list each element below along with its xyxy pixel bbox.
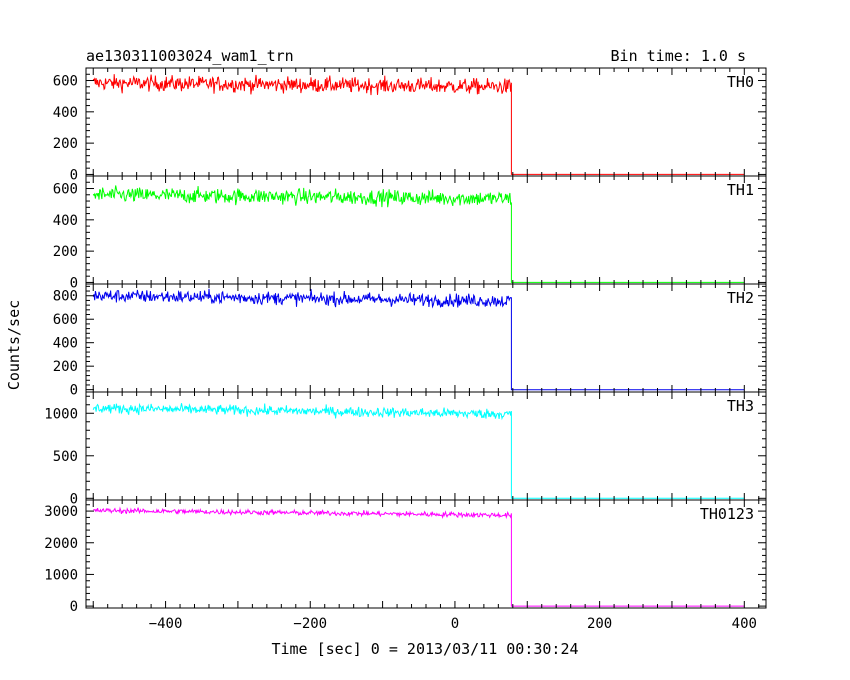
y-tick-label: 200 [53, 359, 78, 375]
panel-frame [85, 283, 767, 393]
x-tick-label: 200 [587, 616, 612, 632]
series-line-th0123 [93, 506, 745, 607]
y-tick-label: 1000 [44, 567, 78, 583]
y-tick-label: 2000 [44, 536, 78, 552]
series-name-label: TH3 [727, 397, 754, 415]
panel-th0123: 0 1000 2000 3000 TH0123 [44, 499, 767, 615]
x-tick-label: −200 [293, 616, 327, 632]
panel-frame [85, 175, 767, 285]
series-line-th3 [92, 402, 745, 499]
y-tick-label: 500 [53, 449, 78, 465]
panel-th2: 0 200 400 600 800 TH2 [53, 283, 767, 399]
panel-th0: 0 200 400 600 TH0 [53, 67, 767, 183]
y-tick-label: 400 [53, 105, 78, 121]
y-tick-label: 200 [53, 136, 78, 152]
y-tick-label: 1000 [44, 406, 78, 422]
panel-th3: 0 500 1000 TH3 [44, 391, 767, 507]
panel-frame [85, 499, 767, 609]
panels-group: 0 200 400 600 TH0 0 200 400 600 TH1 0 200 400 600 800 T… [44, 67, 767, 632]
y-tick-label: 800 [53, 289, 78, 305]
series-name-label: TH2 [727, 289, 754, 307]
bin-time-label: Bin time: 1.0 s [611, 47, 746, 65]
series-line-th1 [92, 185, 745, 283]
y-tick-label: 0 [70, 599, 78, 615]
chart-title: ae130311003024_wam1_trn [86, 47, 294, 65]
series-name-label: TH0 [727, 73, 754, 91]
x-tick-label: 400 [732, 616, 757, 632]
y-tick-label: 600 [53, 74, 78, 90]
y-tick-label: 0 [70, 167, 78, 183]
y-tick-label: 400 [53, 336, 78, 352]
panel-th1: 0 200 400 600 TH1 [53, 175, 767, 291]
y-tick-label: 0 [70, 275, 78, 291]
y-tick-label: 0 [70, 491, 78, 507]
y-tick-label: 200 [53, 244, 78, 260]
x-tick-label: −400 [149, 616, 183, 632]
y-axis-label: Counts/sec [5, 300, 23, 390]
x-tick-label: 0 [451, 616, 459, 632]
series-name-label: TH0123 [700, 505, 754, 523]
series-line-th2 [92, 288, 745, 391]
y-tick-label: 0 [70, 383, 78, 399]
y-tick-label: 600 [53, 182, 78, 198]
series-name-label: TH1 [727, 181, 754, 199]
x-axis-label: Time [sec] 0 = 2013/03/11 00:30:24 [271, 640, 578, 658]
y-tick-label: 400 [53, 213, 78, 229]
y-tick-label: 600 [53, 312, 78, 328]
y-tick-label: 3000 [44, 504, 78, 520]
series-line-th0 [92, 74, 745, 175]
